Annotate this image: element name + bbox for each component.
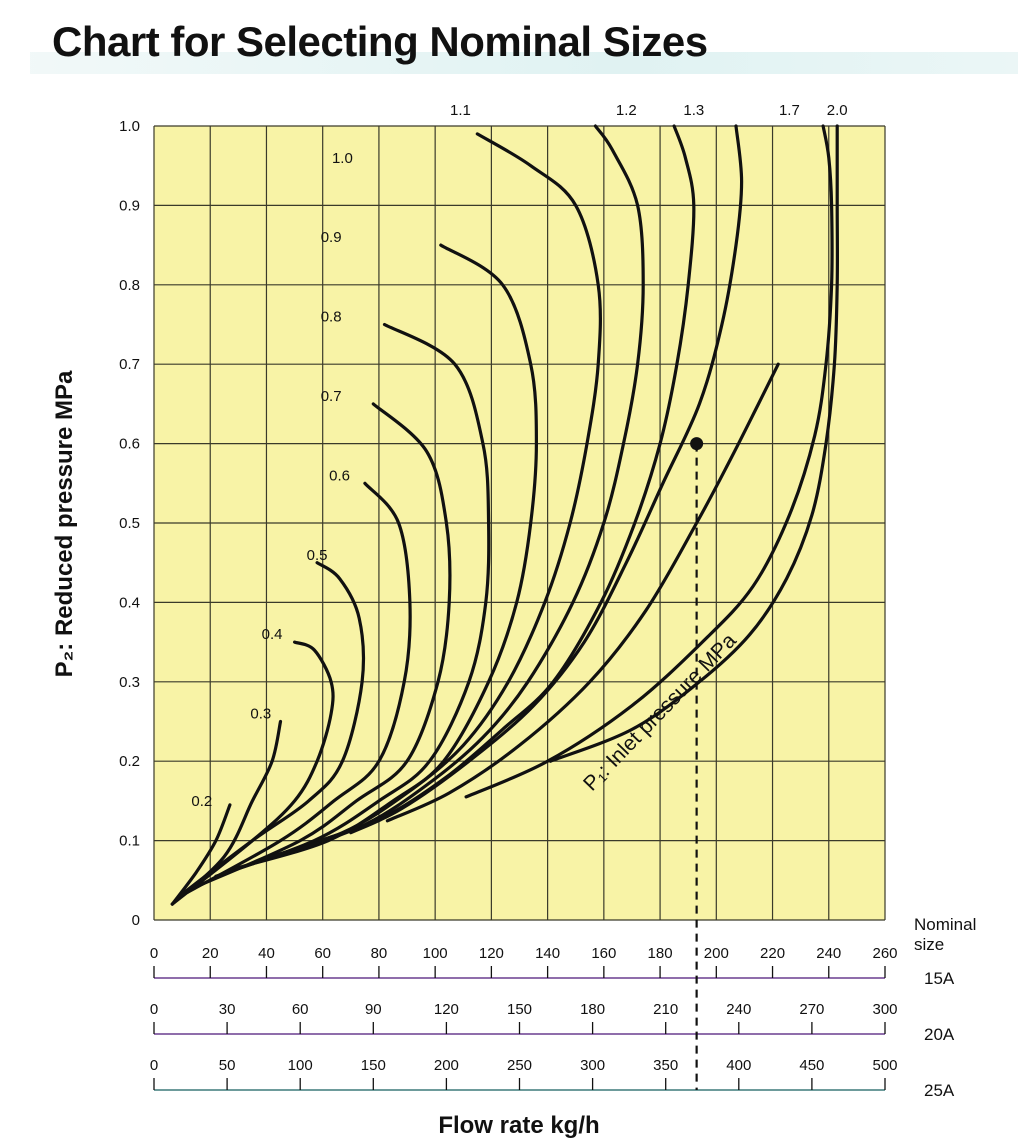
curve-label: 1.1 bbox=[450, 102, 471, 119]
curve-p1-0-6 bbox=[186, 481, 412, 894]
x-tick-label: 220 bbox=[760, 945, 785, 962]
y-tick-label: 0.4 bbox=[119, 594, 140, 611]
curve-label: 0.2 bbox=[191, 793, 212, 810]
x-tick-label: 0 bbox=[150, 1001, 158, 1018]
x-tick-label: 400 bbox=[726, 1057, 751, 1074]
y-tick-label: 0.9 bbox=[119, 197, 140, 214]
curve-p1-1-0 bbox=[256, 132, 602, 863]
curve-label: 0.6 bbox=[329, 467, 350, 484]
x-tick-label: 200 bbox=[434, 1057, 459, 1074]
curve-p1-0-8 bbox=[214, 322, 491, 878]
x-tick-label: 120 bbox=[434, 1001, 459, 1018]
curve-p1-1-3 bbox=[349, 124, 744, 835]
curve-p1-0-5 bbox=[177, 561, 366, 898]
x-axis-title: Flow rate kg/h bbox=[438, 1112, 599, 1139]
x-tick-label: 60 bbox=[292, 1001, 309, 1018]
y-tick-label: 1.0 bbox=[119, 118, 140, 135]
x-tick-label: 500 bbox=[872, 1057, 897, 1074]
x-tick-label: 50 bbox=[219, 1057, 236, 1074]
curve-label: 0.9 bbox=[321, 229, 342, 246]
x-tick-label: 80 bbox=[371, 945, 388, 962]
y-tick-label: 0.3 bbox=[119, 674, 140, 691]
x-tick-label: 270 bbox=[799, 1001, 824, 1018]
nominal-size-15A: 15A bbox=[924, 969, 955, 988]
curve-p1-0-7 bbox=[200, 402, 452, 886]
x-tick-label: 350 bbox=[653, 1057, 678, 1074]
curve-p1-1-1 bbox=[287, 124, 645, 855]
curve-label: 2.0 bbox=[827, 102, 848, 119]
curve-label: 1.2 bbox=[616, 102, 637, 119]
x-tick-label: 240 bbox=[726, 1001, 751, 1018]
x-tick-label: 0 bbox=[150, 1057, 158, 1074]
x-tick-label: 100 bbox=[423, 945, 448, 962]
curve-label: 0.7 bbox=[321, 388, 342, 405]
x-tick-label: 180 bbox=[580, 1001, 605, 1018]
x-tick-label: 90 bbox=[365, 1001, 382, 1018]
nominal-size-label-line1: Nominal bbox=[914, 915, 976, 934]
y-tick-label: 0.6 bbox=[119, 436, 140, 453]
y-tick-label: 0.8 bbox=[119, 277, 140, 294]
y-tick-label: 0.2 bbox=[119, 753, 140, 770]
x-tick-label: 450 bbox=[799, 1057, 824, 1074]
x-tick-label: 60 bbox=[314, 945, 331, 962]
x-tick-label: 200 bbox=[704, 945, 729, 962]
x-tick-label: 250 bbox=[507, 1057, 532, 1074]
curve-label: 1.3 bbox=[683, 102, 704, 119]
x-tick-label: 210 bbox=[653, 1001, 678, 1018]
curve-label: 0.4 bbox=[262, 626, 283, 643]
x-tick-label: 30 bbox=[219, 1001, 236, 1018]
chart-title: Chart for Selecting Nominal Sizes bbox=[52, 18, 708, 65]
x-tick-label: 120 bbox=[479, 945, 504, 962]
curve-p1-0-2 bbox=[170, 803, 232, 906]
x-tick-label: 180 bbox=[648, 945, 673, 962]
x-tick-label: 300 bbox=[872, 1001, 897, 1018]
y-axis-title: P₂: Reduced pressure MPa bbox=[51, 370, 78, 677]
x-tick-label: 40 bbox=[258, 945, 275, 962]
x-tick-label: 100 bbox=[288, 1057, 313, 1074]
curve-label: 1.7 bbox=[779, 102, 800, 119]
x-tick-label: 260 bbox=[872, 945, 897, 962]
y-tick-label: 0.5 bbox=[119, 515, 140, 532]
x-tick-label: 140 bbox=[535, 945, 560, 962]
curve-label: 0.8 bbox=[321, 309, 342, 326]
curve-p1-1-5 bbox=[385, 362, 780, 823]
y-tick-label: 0.7 bbox=[119, 356, 140, 373]
x-tick-label: 20 bbox=[202, 945, 219, 962]
y-tick-label: 0.1 bbox=[119, 833, 140, 850]
y-tick-label: 0 bbox=[132, 912, 140, 929]
title-highlight-band bbox=[30, 52, 1018, 74]
x-tick-label: 240 bbox=[816, 945, 841, 962]
x-tick-label: 150 bbox=[507, 1001, 532, 1018]
curve-p1-2-0 bbox=[548, 124, 840, 763]
curve-label: 1.0 bbox=[332, 150, 353, 167]
nominal-size-20A: 20A bbox=[924, 1025, 955, 1044]
nominal-size-label-line2: size bbox=[914, 935, 944, 954]
curve-p1-1-7 bbox=[464, 124, 834, 799]
x-tick-label: 0 bbox=[150, 945, 158, 962]
x-tick-label: 150 bbox=[361, 1057, 386, 1074]
nominal-size-25A: 25A bbox=[924, 1081, 955, 1100]
x-tick-label: 300 bbox=[580, 1057, 605, 1074]
reading-point-marker bbox=[690, 437, 704, 451]
curve-label: 0.5 bbox=[307, 547, 328, 564]
curve-label: 0.3 bbox=[250, 706, 271, 723]
x-tick-label: 160 bbox=[591, 945, 616, 962]
